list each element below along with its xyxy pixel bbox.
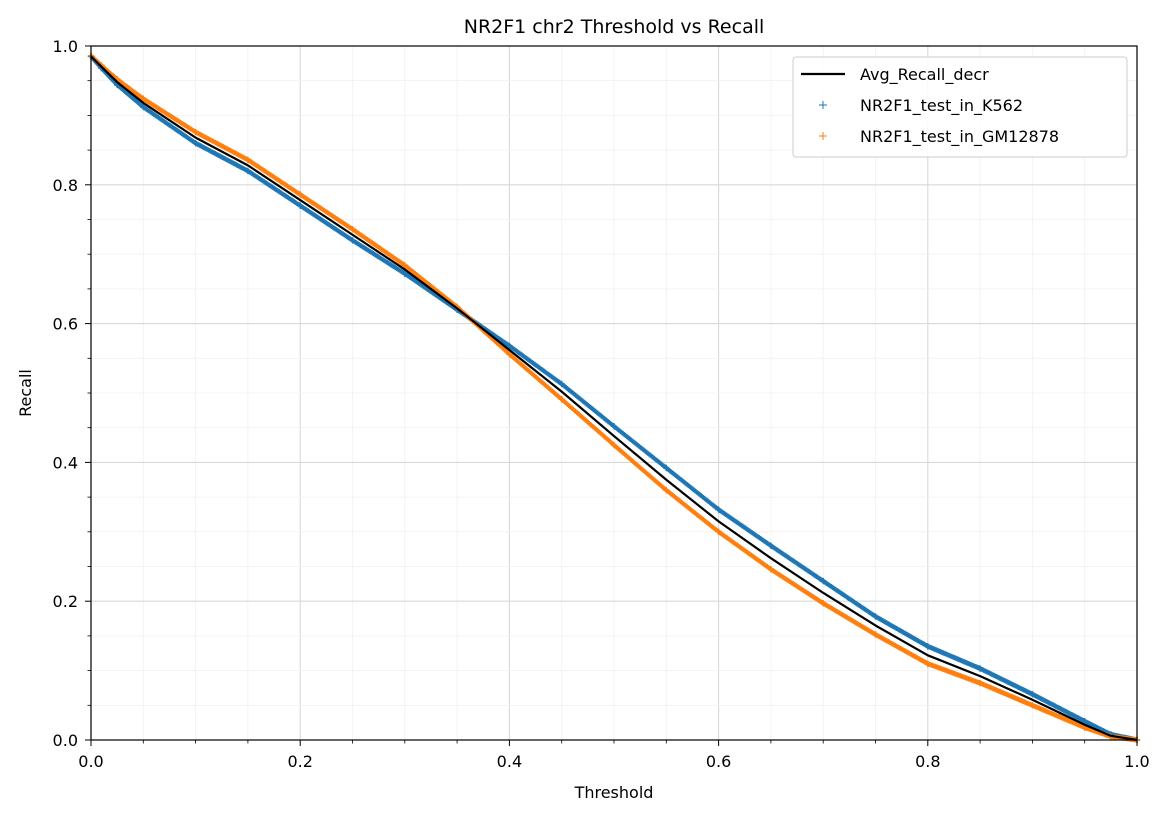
data-point	[924, 643, 931, 650]
legend-label: Avg_Recall_decr	[860, 65, 989, 85]
x-tick-label: 0.0	[78, 752, 103, 771]
data-point	[506, 350, 513, 358]
series-layer	[87, 52, 1141, 744]
data-point	[297, 191, 304, 198]
data-point	[663, 486, 670, 494]
y-tick-label: 1.0	[53, 37, 78, 56]
data-point	[1029, 702, 1036, 709]
x-tick-label: 0.4	[497, 752, 522, 771]
data-point	[1081, 718, 1088, 725]
data-point	[820, 577, 827, 585]
data-point	[872, 613, 879, 620]
data-point	[820, 600, 827, 607]
data-point	[558, 396, 565, 403]
data-point	[244, 156, 252, 164]
legend-marker-swatch	[819, 101, 827, 109]
legend-label: NR2F1_test_in_GM12878	[860, 127, 1059, 147]
data-point	[1029, 690, 1036, 698]
data-point	[715, 506, 722, 513]
x-tick-label: 0.2	[287, 752, 312, 771]
data-point	[767, 566, 775, 573]
data-point	[192, 139, 199, 147]
legend-marker-swatch	[819, 132, 827, 140]
data-point	[244, 167, 252, 175]
y-tick-label: 0.8	[53, 176, 78, 195]
data-point	[663, 464, 670, 472]
chart-title: NR2F1 chr2 Threshold vs Recall	[464, 16, 765, 38]
y-tick-label: 0.2	[53, 592, 78, 611]
y-tick-label: 0.4	[53, 453, 78, 472]
x-tick-label: 0.6	[706, 752, 731, 771]
series-NR2F1_test_in_K562	[88, 53, 1140, 743]
data-point	[976, 665, 984, 672]
x-tick-label: 0.8	[915, 752, 940, 771]
legend-label: NR2F1_test_in_K562	[860, 96, 1023, 116]
data-point	[297, 202, 304, 209]
data-point	[610, 423, 618, 430]
data-point	[610, 441, 618, 449]
x-tick-label: 1.0	[1124, 752, 1149, 771]
data-point	[558, 380, 565, 388]
series-line-Avg_Recall_decr	[90, 55, 1138, 742]
series-NR2F1_test_in_GM12878-points	[87, 52, 1141, 744]
data-point	[715, 528, 722, 535]
y-tick-label: 0.0	[53, 731, 78, 750]
data-point	[767, 542, 775, 549]
data-point	[924, 660, 931, 667]
y-axis-label: Recall	[16, 369, 35, 417]
x-axis-label: Threshold	[574, 783, 654, 802]
y-tick-label: 0.6	[53, 315, 78, 334]
data-point	[506, 342, 513, 350]
data-point	[349, 226, 356, 233]
legend: Avg_Recall_decr NR2F1_test_in_K562 NR2F1_t…	[792, 56, 1128, 158]
data-point	[401, 270, 408, 277]
data-point	[401, 262, 408, 269]
data-point	[192, 128, 199, 136]
series-NR2F1_test_in_GM12878	[88, 53, 1140, 743]
data-point	[140, 103, 147, 111]
data-point	[872, 631, 879, 638]
axis-layer: 0.0 0.2 0.4 0.6 0.8 1.0 0.0 0.2 0.4 0.6 0.8 1.0	[53, 37, 1150, 771]
data-point	[976, 679, 984, 687]
data-point	[140, 95, 147, 102]
legend-box	[792, 56, 1128, 158]
data-point	[349, 237, 356, 244]
